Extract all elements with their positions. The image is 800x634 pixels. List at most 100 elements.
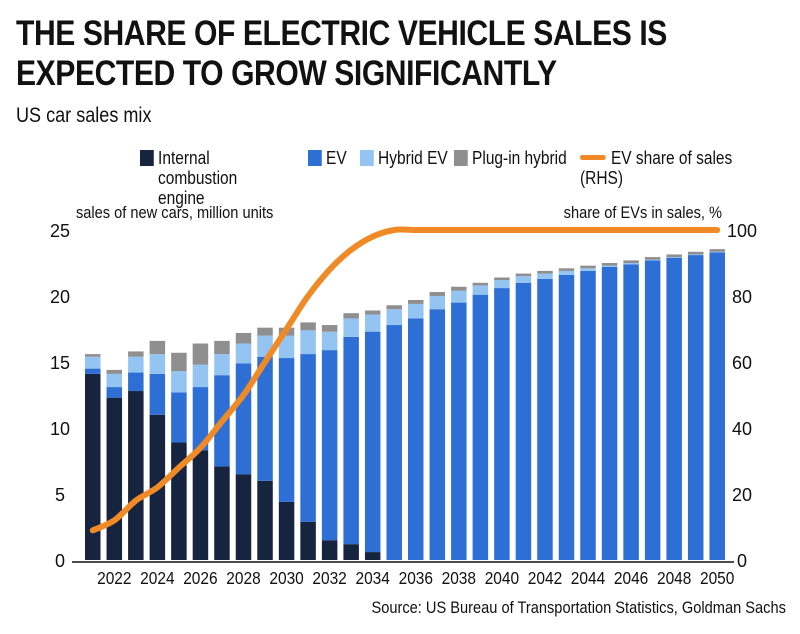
bar-ev-2036 [408, 318, 424, 560]
bar-ev-2038 [451, 302, 467, 560]
share-line [89, 226, 721, 534]
bar-plugin-2027 [214, 340, 230, 355]
bar-plugin-2023 [128, 351, 144, 357]
bar-ev-2026 [192, 387, 209, 451]
bar-ice-2021 [85, 373, 101, 560]
y-left-tick-15: 15 [50, 353, 70, 373]
bar-ev-2023 [128, 372, 144, 392]
y-right-tick-60: 60 [732, 353, 752, 373]
x-tick-2044: 2044 [571, 568, 605, 588]
ev-share-line [89, 226, 721, 534]
y-right-tick-0: 0 [737, 551, 747, 571]
bar-plugin-2050 [709, 249, 725, 252]
legend-swatch-ice [140, 150, 154, 166]
bar-plugin-2034 [364, 310, 381, 315]
bar-plugin-2044 [580, 265, 596, 269]
bar-ice-2023 [128, 391, 144, 560]
x-tick-2026: 2026 [183, 568, 217, 588]
bar-plugin-2026 [192, 343, 209, 365]
bar-ice-2032 [321, 540, 338, 560]
bar-ev-2034 [364, 331, 381, 553]
bar-ev-2028 [235, 363, 252, 475]
legend-label-hybrid: Hybrid EV [378, 148, 448, 168]
y-left-tick-5: 5 [55, 485, 65, 505]
bar-plugin-2040 [494, 277, 510, 281]
bar-ev-2025 [171, 392, 187, 443]
bar-plugin-2036 [408, 299, 424, 304]
x-tick-2034: 2034 [355, 568, 389, 588]
bar-hybrid-2028 [235, 343, 252, 364]
bar-plugin-2037 [429, 292, 446, 296]
bar-plugin-2038 [451, 286, 467, 291]
legend-swatch-hybrid [360, 150, 374, 166]
legend-swatch-plugin [454, 150, 468, 166]
x-tick-2050: 2050 [700, 568, 734, 588]
legend-swatch-share [580, 155, 606, 160]
bar-hybrid-2037 [429, 296, 446, 310]
y-left-tick-0: 0 [55, 551, 65, 571]
bar-plugin-2022 [106, 369, 123, 374]
bar-ev-2030 [278, 358, 295, 502]
bars [85, 249, 725, 560]
bar-hybrid-2022 [106, 373, 123, 388]
bar-ice-2026 [192, 450, 209, 560]
bar-plugin-2049 [687, 251, 704, 255]
bar-plugin-2029 [257, 327, 273, 336]
bar-plugin-2042 [537, 270, 553, 274]
bar-plugin-2028 [235, 332, 252, 344]
y-left-tick-25: 25 [50, 221, 70, 241]
bar-ice-2033 [343, 544, 359, 560]
y-left-tick-20: 20 [50, 287, 70, 307]
chart-subtitle: US car sales mix [16, 104, 152, 127]
bar-ev-2024 [149, 373, 166, 415]
bar-ev-2044 [580, 270, 596, 560]
bar-ev-2037 [429, 309, 446, 560]
bar-ev-2022 [106, 387, 123, 398]
bar-ice-2034 [364, 552, 381, 560]
bar-hybrid-2030 [278, 335, 295, 359]
bar-ev-2033 [343, 336, 359, 545]
bar-ev-2031 [300, 354, 316, 522]
bar-hybrid-2034 [364, 314, 381, 332]
legend-item-hybrid: Hybrid EV [360, 148, 448, 168]
bar-ice-2029 [257, 480, 273, 560]
bar-ev-2050 [709, 252, 725, 560]
y-right-tick-100: 100 [727, 221, 757, 241]
bar-ice-2022 [106, 397, 123, 560]
bar-plugin-2045 [601, 263, 618, 266]
bar-hybrid-2032 [321, 331, 338, 351]
x-tick-2040: 2040 [485, 568, 519, 588]
bar-plugin-2046 [623, 260, 639, 263]
x-tick-2032: 2032 [312, 568, 346, 588]
bar-ice-2027 [214, 466, 230, 560]
bar-ev-2047 [644, 260, 661, 560]
legend-item-ev: EV [308, 148, 347, 168]
y-right-tick-20: 20 [732, 485, 752, 505]
legend-label-plugin: Plug-in hybrid [472, 148, 567, 168]
bar-plugin-2032 [321, 325, 338, 332]
bar-plugin-2047 [644, 257, 661, 260]
bar-ev-2046 [623, 264, 639, 560]
bar-hybrid-2026 [192, 364, 209, 388]
bar-plugin-2025 [171, 352, 187, 372]
legend-label-ice: Internal combustion engine [158, 148, 238, 208]
bar-ev-2029 [257, 356, 273, 481]
x-tick-2028: 2028 [226, 568, 260, 588]
bar-hybrid-2048 [666, 257, 682, 258]
bar-hybrid-2042 [537, 273, 553, 279]
bar-hybrid-2038 [451, 290, 467, 303]
bar-hybrid-2021 [85, 356, 101, 369]
x-tick-2022: 2022 [97, 568, 131, 588]
bar-hybrid-2041 [515, 276, 532, 283]
legend-item-plugin: Plug-in hybrid [454, 148, 567, 168]
legend-item-share: EV share of sales (RHS) [580, 148, 761, 188]
legend-swatch-ev [308, 150, 322, 166]
legend-label-share: EV share of sales (RHS) [580, 148, 733, 188]
bar-plugin-2043 [558, 268, 575, 271]
bar-plugin-2031 [300, 322, 316, 331]
x-tick-2036: 2036 [399, 568, 433, 588]
bar-hybrid-2046 [623, 263, 639, 265]
x-tick-2048: 2048 [657, 568, 691, 588]
bar-plugin-2024 [149, 340, 166, 355]
